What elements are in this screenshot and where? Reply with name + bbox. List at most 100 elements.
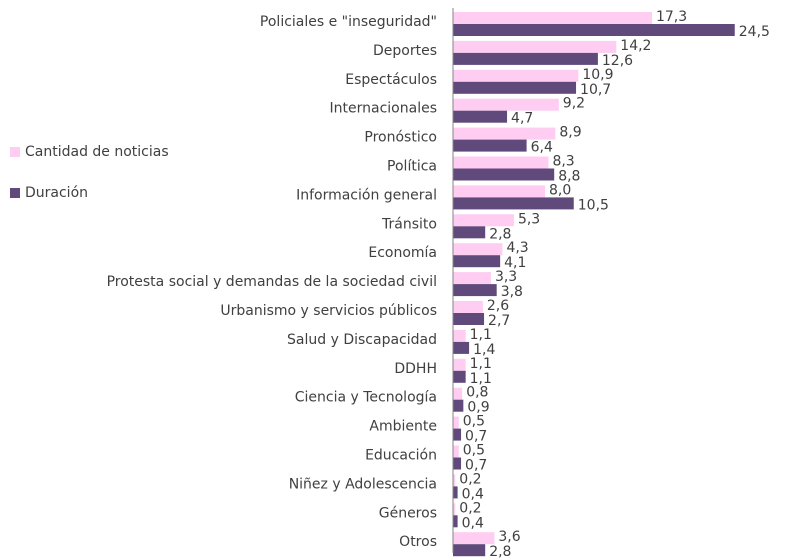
legend-label: Duración	[25, 185, 88, 201]
bar	[453, 243, 503, 256]
data-label: 0,9	[467, 400, 489, 416]
bar	[453, 428, 462, 441]
data-label: 3,6	[498, 529, 520, 545]
bar	[453, 156, 549, 169]
y-tick-label: Policiales e "inseguridad"	[260, 14, 437, 30]
bar	[453, 52, 598, 65]
data-label: 2,7	[488, 313, 510, 329]
bar	[453, 474, 456, 487]
y-tick-label: Política	[387, 159, 437, 175]
data-label: 4,1	[504, 255, 526, 271]
data-label: 2,8	[489, 226, 511, 242]
bar	[453, 457, 462, 470]
y-tick-label: Salud y Discapacidad	[287, 332, 437, 348]
bar	[453, 255, 501, 268]
y-tick-label: Economía	[368, 245, 437, 261]
data-label: 2,8	[489, 544, 511, 558]
data-label: 8,8	[558, 169, 580, 185]
data-label: 8,0	[549, 182, 571, 198]
bar	[453, 40, 617, 53]
data-label: 0,5	[463, 443, 485, 459]
data-label: 10,7	[580, 82, 611, 98]
data-label: 0,5	[463, 414, 485, 430]
legend-swatch	[10, 147, 20, 157]
bar	[453, 81, 577, 94]
data-label: 14,2	[620, 38, 651, 54]
bar	[453, 301, 483, 313]
data-label: 0,7	[465, 458, 487, 474]
data-label: 5,3	[518, 211, 540, 227]
y-tick-label: Urbanismo y servicios públicos	[220, 303, 437, 319]
bar	[453, 341, 470, 354]
bar	[453, 98, 559, 111]
bar	[453, 197, 574, 210]
data-label: 10,5	[578, 197, 609, 213]
data-label: 0,4	[462, 515, 484, 531]
bar	[453, 399, 464, 412]
data-label: 9,2	[563, 96, 585, 112]
bar	[453, 226, 486, 239]
data-label: 1,1	[470, 356, 492, 372]
bar	[453, 358, 466, 371]
y-tick-label: Protesta social y demandas de la socieda…	[107, 274, 437, 290]
y-tick-label: Géneros	[379, 505, 437, 521]
bar	[453, 532, 495, 545]
data-label: 1,4	[473, 342, 495, 358]
bar	[453, 284, 497, 297]
y-tick-label: Internacionales	[330, 101, 437, 117]
data-label: 4,3	[506, 240, 528, 256]
bar	[453, 387, 463, 400]
legend-label: Cantidad de noticias	[25, 144, 169, 160]
bar	[453, 515, 458, 528]
y-tick-label: Educación	[365, 448, 437, 464]
data-label: 12,6	[602, 53, 633, 69]
y-tick-label: Espectáculos	[345, 72, 437, 88]
data-label: 8,3	[552, 154, 574, 170]
y-tick-label: DDHH	[394, 361, 437, 377]
data-label: 1,1	[470, 327, 492, 343]
data-label: 0,2	[459, 471, 481, 487]
bar	[453, 445, 459, 458]
bar	[453, 24, 735, 36]
data-label: 24,5	[739, 24, 770, 40]
data-label: 4,7	[511, 111, 533, 127]
bar	[453, 416, 459, 429]
bar	[453, 127, 556, 140]
bar	[453, 69, 579, 82]
bar	[453, 313, 485, 325]
y-tick-label: Tránsito	[381, 216, 437, 232]
data-label: 1,1	[470, 371, 492, 387]
bar	[453, 185, 545, 198]
y-tick-label: Niñez y Adolescencia	[289, 476, 437, 492]
bar	[453, 370, 466, 383]
bar	[453, 544, 486, 557]
y-tick-label: Deportes	[373, 43, 437, 59]
bar	[453, 139, 527, 152]
data-label: 0,8	[466, 385, 488, 401]
bar	[453, 168, 555, 181]
y-tick-label: Otros	[399, 534, 437, 550]
data-label: 0,2	[459, 500, 481, 516]
y-tick-label: Ciencia y Tecnología	[295, 390, 437, 406]
data-label: 8,9	[559, 125, 581, 141]
bar	[453, 110, 508, 123]
data-label: 17,3	[656, 9, 687, 25]
bar	[453, 486, 458, 499]
data-label: 6,4	[531, 140, 553, 156]
y-tick-label: Pronóstico	[364, 130, 437, 146]
legend-swatch	[10, 188, 20, 198]
bar	[453, 214, 514, 227]
data-label: 0,7	[465, 429, 487, 445]
bar	[453, 503, 456, 516]
bar	[453, 272, 491, 285]
bar	[453, 329, 466, 342]
data-label: 2,6	[487, 298, 509, 314]
y-tick-label: Ambiente	[369, 419, 437, 435]
data-label: 0,4	[462, 486, 484, 502]
bar	[453, 12, 652, 24]
data-label: 3,8	[501, 284, 523, 300]
y-tick-label: Información general	[296, 187, 437, 203]
data-label: 3,3	[495, 269, 517, 285]
data-label: 10,9	[582, 67, 613, 83]
